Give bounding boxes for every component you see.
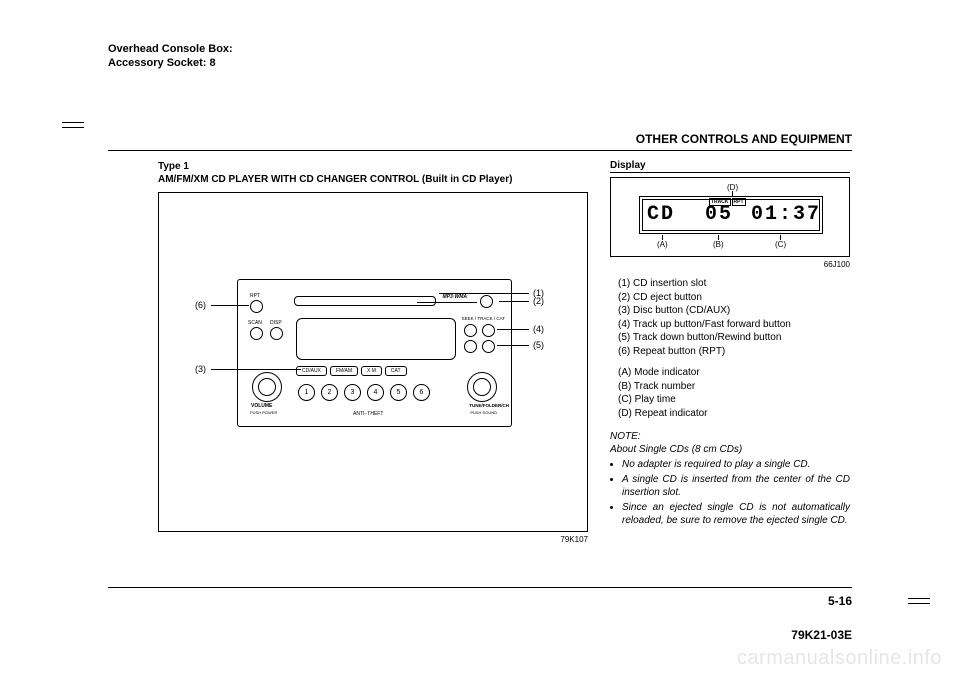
figure-title-line2: AM/FM/XM CD PLAYER WITH CD CHANGER CONTR… bbox=[158, 173, 588, 186]
figure-title-line1: Type 1 bbox=[158, 160, 588, 173]
display-title: Display bbox=[610, 160, 850, 173]
seek-up-button bbox=[464, 324, 477, 337]
callout-2: (2) bbox=[533, 296, 544, 306]
crop-tick bbox=[62, 127, 84, 128]
preset-3: 3 bbox=[344, 384, 361, 401]
fm-am-button: FM/AM bbox=[330, 366, 358, 376]
note-subtitle: About Single CDs (8 cm CDs) bbox=[610, 443, 850, 456]
legend-5: (5) Track down button/Rewind button bbox=[618, 331, 850, 345]
cd-aux-button: CD/AUX bbox=[296, 366, 327, 376]
document-id: 79K21-03E bbox=[791, 628, 852, 642]
figure-code: 79K107 bbox=[158, 535, 588, 544]
leader-line bbox=[211, 369, 301, 370]
mode-value: CD bbox=[647, 203, 675, 226]
volume-knob bbox=[252, 372, 282, 402]
page-number: 5-16 bbox=[828, 594, 852, 608]
callout-6: (6) bbox=[195, 300, 206, 310]
radio-faceplate: MP3·WMA RPT SCAN DISP SEEK / TRACK / CAT… bbox=[237, 279, 512, 427]
crop-tick bbox=[908, 603, 930, 604]
sound-label: PUSH SOUND bbox=[470, 410, 497, 415]
header-line1: Overhead Console Box: bbox=[108, 42, 233, 56]
legend-1: (1) CD insertion slot bbox=[618, 277, 850, 291]
xm-button: X M bbox=[361, 366, 382, 376]
seek-label: SEEK / TRACK / CAT bbox=[462, 316, 505, 321]
figure-frame: MP3·WMA RPT SCAN DISP SEEK / TRACK / CAT… bbox=[158, 192, 588, 532]
time-value: 01:37 bbox=[751, 203, 821, 226]
legend-6: (6) Repeat button (RPT) bbox=[618, 345, 850, 359]
section-title: OTHER CONTROLS AND EQUIPMENT bbox=[636, 132, 852, 146]
callout-5: (5) bbox=[533, 340, 544, 350]
legend-d: (D) Repeat indicator bbox=[618, 407, 850, 421]
legend-b: (B) Track number bbox=[618, 380, 850, 394]
anti-theft-label: ANTI−THEFT bbox=[353, 411, 383, 417]
legend-a: (A) Mode indicator bbox=[618, 366, 850, 380]
leader-line bbox=[499, 301, 529, 302]
legend-2: (2) CD eject button bbox=[618, 291, 850, 305]
legend-c: (C) Play time bbox=[618, 393, 850, 407]
preset-2: 2 bbox=[321, 384, 338, 401]
legend-4: (4) Track up button/Fast forward button bbox=[618, 318, 850, 332]
note-bullet-2: A single CD is inserted from the center … bbox=[622, 473, 850, 499]
preset-4: 4 bbox=[367, 384, 384, 401]
running-header: Overhead Console Box: Accessory Socket: … bbox=[108, 42, 233, 71]
callout-4: (4) bbox=[533, 324, 544, 334]
preset-1: 1 bbox=[298, 384, 315, 401]
legend-numeric: (1) CD insertion slot (2) CD eject butto… bbox=[610, 277, 850, 358]
mp3-label: MP3·WMA bbox=[443, 294, 467, 300]
scan-label: SCAN bbox=[248, 320, 262, 326]
main-figure-block: Type 1 AM/FM/XM CD PLAYER WITH CD CHANGE… bbox=[158, 160, 588, 544]
leader-line bbox=[439, 293, 529, 294]
cd-slot bbox=[294, 296, 436, 306]
rule bbox=[108, 587, 852, 588]
note-bullet-3: Since an ejected single CD is not automa… bbox=[622, 501, 850, 527]
manual-page: Overhead Console Box: Accessory Socket: … bbox=[0, 0, 960, 678]
note-list: No adapter is required to play a single … bbox=[610, 458, 850, 527]
disp-label: DISP bbox=[270, 320, 282, 326]
radio-lcd bbox=[296, 318, 456, 360]
note-title: NOTE: bbox=[610, 430, 850, 443]
tune-label: TUNE/FOLDER/CH bbox=[469, 403, 509, 408]
right-column: Display (D) TRACK RPT CD 05 01:37 (A) (B… bbox=[610, 160, 850, 529]
callout-3: (3) bbox=[195, 364, 206, 374]
band-buttons: CD/AUX FM/AM X M CAT bbox=[296, 366, 407, 376]
legend-3: (3) Disc button (CD/AUX) bbox=[618, 304, 850, 318]
note-bullet-1: No adapter is required to play a single … bbox=[622, 458, 850, 471]
rule bbox=[108, 150, 852, 151]
watermark: carmanualsonline.info bbox=[737, 647, 942, 670]
label-b: (B) bbox=[713, 240, 724, 249]
track-down-button bbox=[482, 340, 495, 353]
display-frame: (D) TRACK RPT CD 05 01:37 (A) (B) (C) bbox=[610, 177, 850, 257]
leader-line bbox=[497, 345, 529, 346]
seek-down-button bbox=[464, 340, 477, 353]
rpt-button bbox=[250, 300, 263, 313]
preset-buttons: 1 2 3 4 5 6 bbox=[298, 384, 430, 401]
mp3-underline bbox=[417, 302, 477, 303]
label-c: (C) bbox=[775, 240, 786, 249]
preset-5: 5 bbox=[390, 384, 407, 401]
leader-line bbox=[211, 305, 249, 306]
eject-button bbox=[480, 295, 493, 308]
track-value: 05 bbox=[705, 203, 733, 226]
label-a: (A) bbox=[657, 240, 668, 249]
crop-tick bbox=[908, 598, 930, 599]
cat-button: CAT bbox=[385, 366, 407, 376]
disp-button bbox=[270, 327, 283, 340]
note-block: NOTE: About Single CDs (8 cm CDs) No ada… bbox=[610, 430, 850, 527]
preset-6: 6 bbox=[413, 384, 430, 401]
crop-tick bbox=[62, 122, 84, 123]
power-label: PUSH POWER bbox=[250, 410, 277, 415]
volume-label: VOLUME bbox=[251, 403, 272, 409]
rpt-text: RPT bbox=[732, 198, 746, 206]
scan-button bbox=[250, 327, 263, 340]
legend-alpha: (A) Mode indicator (B) Track number (C) … bbox=[610, 366, 850, 420]
rpt-label: RPT bbox=[250, 293, 260, 299]
track-up-button bbox=[482, 324, 495, 337]
display-code: 66J100 bbox=[610, 260, 850, 269]
figure-title: Type 1 AM/FM/XM CD PLAYER WITH CD CHANGE… bbox=[158, 160, 588, 186]
header-line2: Accessory Socket: 8 bbox=[108, 56, 233, 70]
leader-line bbox=[497, 329, 529, 330]
tune-knob bbox=[467, 372, 497, 402]
